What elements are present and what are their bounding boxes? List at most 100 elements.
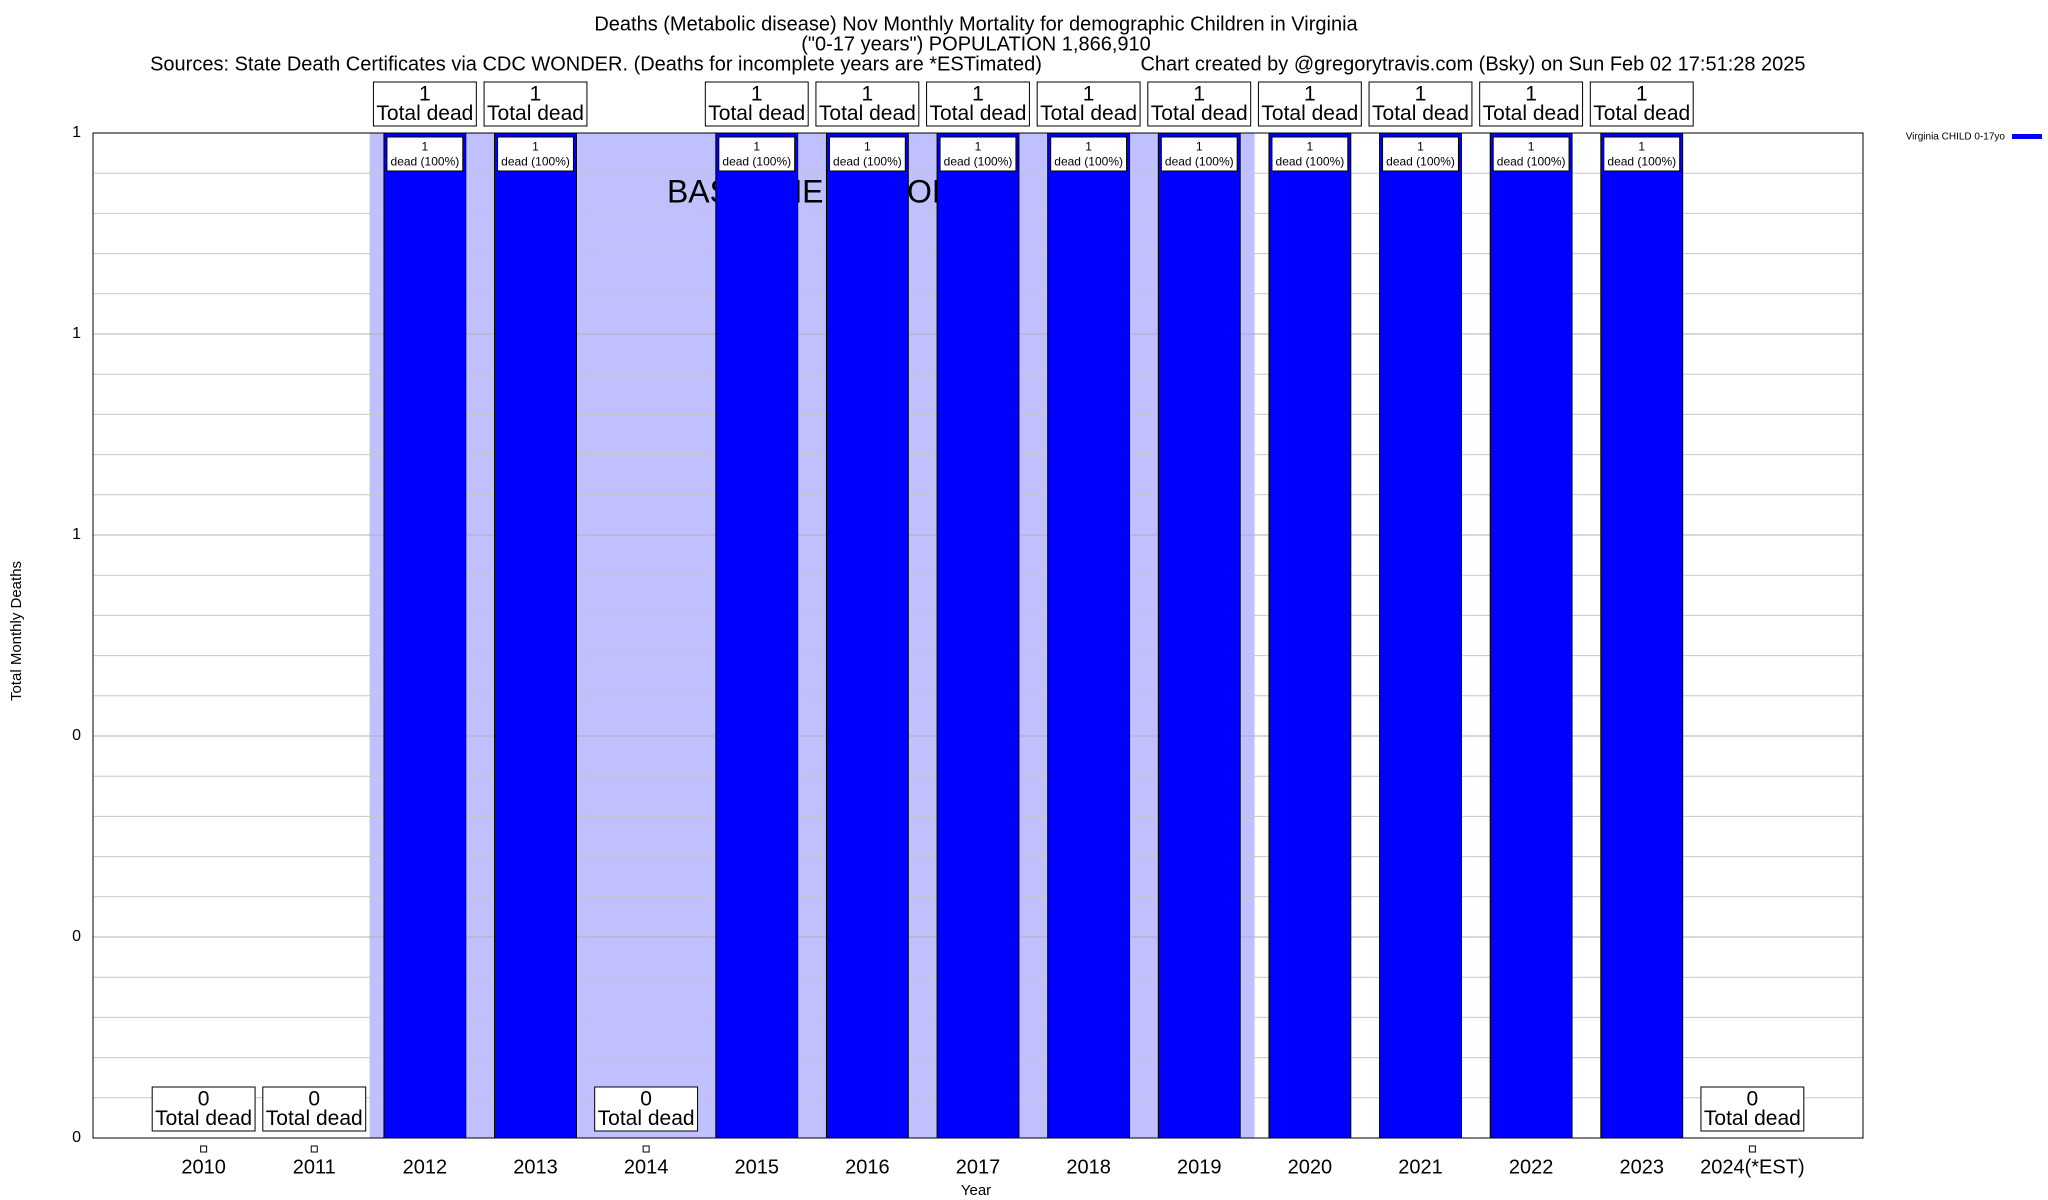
total-label-text: Total dead: [266, 1107, 363, 1130]
inner-label-text: dead (100%): [944, 154, 1013, 168]
total-label-text: Total dead: [1261, 102, 1358, 125]
total-label-text: Total dead: [1372, 102, 1469, 125]
zero-marker: [1748, 1145, 1756, 1153]
total-label-value: 1: [419, 83, 431, 106]
total-label-box: [704, 81, 809, 127]
x-tick-label: 2023: [1620, 1156, 1665, 1178]
bar: [494, 132, 577, 1139]
inner-label-value: 1: [1307, 139, 1314, 153]
inner-label-text: dead (100%): [1607, 154, 1676, 168]
total-label-box: [1368, 81, 1473, 127]
inner-label-text: dead (100%): [1165, 154, 1234, 168]
inner-label-value: 1: [975, 139, 982, 153]
legend-swatch: [2012, 134, 2042, 139]
bar: [1047, 132, 1131, 1139]
total-label-value: 1: [1083, 83, 1095, 106]
inner-label-value: 1: [1417, 139, 1424, 153]
total-label-box: [594, 1086, 699, 1132]
x-tick-label: 2012: [403, 1156, 448, 1178]
inner-label-box: [828, 136, 906, 172]
inner-label-box: [1492, 136, 1570, 172]
total-label-value: 1: [862, 83, 874, 106]
credit: Chart created by @gregorytravis.com (Bsk…: [1140, 53, 1805, 75]
chart-title: Deaths (Metabolic disease) Nov Monthly M…: [594, 13, 1358, 35]
bar: [383, 132, 467, 1139]
x-tick-label: 2014: [624, 1156, 669, 1178]
zero-marker: [310, 1145, 318, 1153]
chart-subtitle: ("0-17 years") POPULATION 1,866,910: [801, 33, 1151, 55]
inner-label-value: 1: [1085, 139, 1092, 153]
baseline-label: BASELINE PERIOD: [667, 173, 955, 209]
inner-label-box: [386, 136, 464, 172]
x-tick-label: 2018: [1066, 1156, 1111, 1178]
inner-label-box: [497, 136, 574, 172]
total-label-value: 0: [1747, 1088, 1759, 1111]
inner-label-box: [1050, 136, 1128, 172]
total-label-value: 1: [1193, 83, 1205, 106]
inner-label-value: 1: [753, 139, 760, 153]
bar: [1600, 132, 1684, 1139]
inner-label-value: 1: [1638, 139, 1645, 153]
x-tick-label: 2016: [845, 1156, 890, 1178]
inner-label-box: [718, 136, 796, 172]
x-tick-label: 2011: [293, 1156, 336, 1178]
bar: [1268, 132, 1352, 1139]
y-tick-label: 0: [72, 727, 81, 744]
x-tick-label: 2015: [735, 1156, 780, 1178]
x-tick-label: 2021: [1398, 1156, 1443, 1178]
inner-label-value: 1: [1196, 139, 1203, 153]
bar: [936, 132, 1020, 1139]
total-label-box: [1700, 1086, 1805, 1132]
y-tick-label: 0: [72, 928, 81, 945]
bar: [825, 132, 909, 1139]
total-label-box: [1147, 81, 1252, 127]
inner-label-text: dead (100%): [833, 154, 902, 168]
total-label-text: Total dead: [1040, 102, 1137, 125]
bar: [715, 132, 799, 1139]
total-label-box: [1479, 81, 1584, 127]
total-label-value: 1: [972, 83, 984, 106]
total-label-value: 1: [1636, 83, 1648, 106]
inner-label-box: [1382, 136, 1459, 172]
inner-label-text: dead (100%): [391, 154, 460, 168]
x-tick-label: 2017: [956, 1156, 1001, 1178]
inner-label-text: dead (100%): [1276, 154, 1345, 168]
inner-label-text: dead (100%): [501, 154, 570, 168]
total-label-text: Total dead: [487, 102, 584, 125]
total-label-value: 1: [1525, 83, 1537, 106]
plot-frame: [92, 132, 1864, 1139]
y-tick-label: 1: [72, 526, 81, 543]
total-label-text: Total dead: [598, 1107, 695, 1130]
inner-label-box: [939, 136, 1017, 172]
total-label-box: [1257, 81, 1362, 127]
x-tick-label: 2010: [181, 1156, 226, 1178]
total-label-box: [926, 81, 1030, 127]
total-label-value: 1: [751, 83, 763, 106]
total-label-text: Total dead: [1704, 1107, 1801, 1130]
total-label-text: Total dead: [930, 102, 1027, 125]
legend-label: Virginia CHILD 0-17yo: [1906, 132, 2006, 143]
total-label-box: [1589, 81, 1694, 127]
y-tick-label: 1: [72, 124, 81, 141]
total-label-box: [483, 81, 588, 127]
total-label-box: [1036, 81, 1141, 127]
x-tick-label: 2019: [1177, 1156, 1222, 1178]
bar: [1489, 132, 1573, 1139]
total-label-text: Total dead: [155, 1107, 252, 1130]
sources: Sources: State Death Certificates via CD…: [150, 53, 1042, 75]
total-label-value: 1: [1304, 83, 1316, 106]
inner-label-text: dead (100%): [1386, 154, 1455, 168]
inner-label-value: 1: [864, 139, 871, 153]
y-axis-label: Total Monthly Deaths: [8, 561, 25, 701]
inner-label-text: dead (100%): [722, 154, 791, 168]
inner-label-box: [1160, 136, 1238, 172]
total-label-box: [372, 81, 477, 127]
total-label-value: 1: [1415, 83, 1427, 106]
total-label-text: Total dead: [1151, 102, 1248, 125]
total-label-text: Total dead: [708, 102, 805, 125]
y-tick-label: 0: [72, 1129, 81, 1146]
total-label-box: [815, 81, 920, 127]
x-tick-label: 2013: [513, 1156, 558, 1178]
bar: [1157, 132, 1241, 1139]
